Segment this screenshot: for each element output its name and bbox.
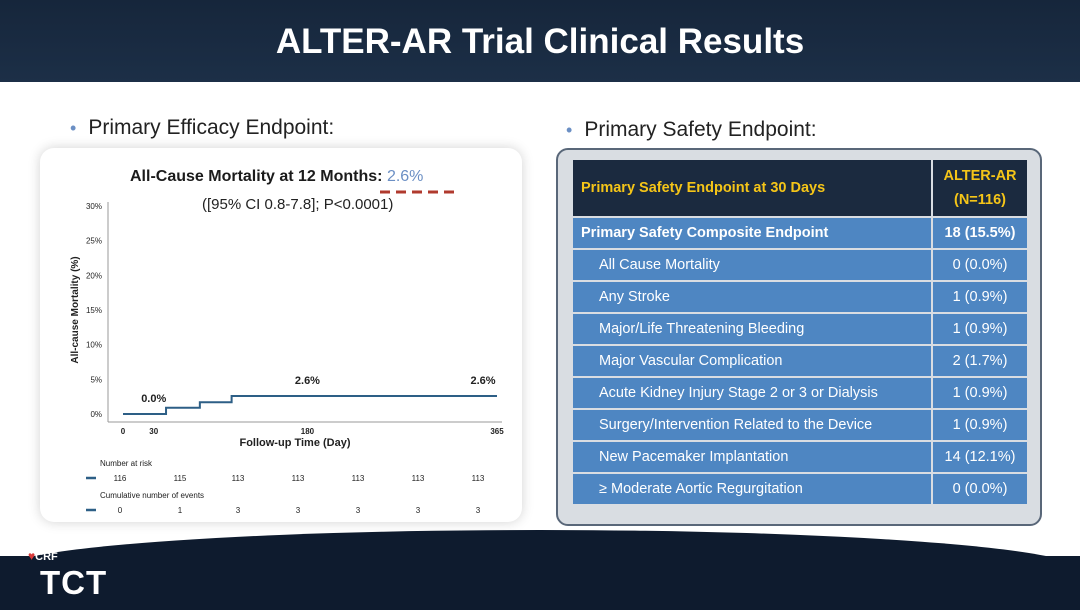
x-tick-label: 0 (121, 427, 126, 436)
x-axis-label: Follow-up Time (Day) (239, 437, 350, 449)
table-header-column: ALTER-AR (N=116) (931, 160, 1027, 216)
y-tick-label: 15% (86, 306, 102, 315)
risk-value: 113 (232, 474, 245, 483)
data-label: 0.0% (141, 393, 166, 405)
table-row: Major Vascular Complication 2 (1.7%) (573, 346, 1027, 376)
events-value: 3 (356, 506, 361, 515)
y-tick-label: 30% (86, 202, 102, 211)
y-axis-label: All-cause Mortality (%) (70, 256, 81, 363)
row-label: New Pacemaker Implantation (573, 442, 931, 472)
risk-table-label: Number at risk (100, 459, 153, 468)
risk-value: 113 (352, 474, 365, 483)
slide-title: ALTER-AR Trial Clinical Results (275, 22, 805, 61)
row-value: 14 (12.1%) (931, 442, 1027, 472)
crf-logo-text: CRF (35, 551, 58, 563)
events-value: 3 (476, 506, 481, 515)
row-value: 1 (0.9%) (931, 282, 1027, 312)
efficacy-heading-text: Primary Efficacy Endpoint: (88, 116, 335, 139)
chart-title-colon: : (377, 168, 387, 185)
table-row: All Cause Mortality 0 (0.0%) (573, 250, 1027, 280)
risk-value: 116 (114, 474, 127, 483)
title-bar (0, 0, 1080, 82)
x-tick-label: 30 (149, 427, 158, 436)
composite-value: 18 (15.5%) (931, 218, 1027, 248)
table-header-col-line1: ALTER-AR (943, 168, 1017, 184)
table-row: ≥ Moderate Aortic Regurgitation 0 (0.0%) (573, 474, 1027, 504)
y-tick-label: 0% (90, 410, 102, 419)
tct-logo: TCT (40, 564, 108, 601)
chart-title: All-Cause Mortality at 12 Months: 2.6% (130, 168, 423, 186)
efficacy-chart-panel: All-Cause Mortality at 12 Months: 2.6% (… (40, 148, 522, 522)
table-row: Surgery/Intervention Related to the Devi… (573, 410, 1027, 440)
y-tick-label: 25% (86, 237, 102, 246)
events-value: 3 (236, 506, 241, 515)
row-value: 1 (0.9%) (931, 314, 1027, 344)
chart-confidence-interval: ([95% CI 0.8-7.8]; P<0.0001) (202, 196, 394, 213)
row-value: 0 (0.0%) (931, 474, 1027, 504)
data-label: 2.6% (470, 375, 495, 387)
row-label: Surgery/Intervention Related to the Devi… (573, 410, 931, 440)
table-header-row: Primary Safety Endpoint at 30 Days ALTER… (573, 160, 1027, 216)
heart-icon: ♥ (28, 549, 36, 563)
events-value: 3 (296, 506, 301, 515)
bullet-icon: • (566, 120, 573, 140)
events-value: 3 (416, 506, 421, 515)
risk-value: 113 (472, 474, 485, 483)
row-value: 0 (0.0%) (931, 250, 1027, 280)
y-tick-label: 5% (90, 375, 102, 384)
km-curve (123, 394, 497, 415)
x-tick-label: 180 (301, 427, 315, 436)
table-header-col-line2: (N=116) (954, 192, 1006, 208)
y-tick-label: 20% (86, 271, 102, 280)
row-value: 1 (0.9%) (931, 378, 1027, 408)
safety-table-panel: Primary Safety Endpoint at 30 Days ALTER… (556, 148, 1042, 526)
y-tick-label: 10% (86, 341, 102, 350)
table-row: Any Stroke 1 (0.9%) (573, 282, 1027, 312)
bullet-icon: • (70, 118, 77, 138)
safety-table: Primary Safety Endpoint at 30 Days ALTER… (573, 158, 1027, 506)
row-value: 2 (1.7%) (931, 346, 1027, 376)
safety-heading: • Primary Safety Endpoint: (566, 118, 817, 142)
row-value: 1 (0.9%) (931, 410, 1027, 440)
risk-value: 113 (412, 474, 425, 483)
row-label: All Cause Mortality (573, 250, 931, 280)
chart-title-value: 2.6% (386, 168, 424, 185)
row-label: Major/Life Threatening Bleeding (573, 314, 931, 344)
table-row-composite: Primary Safety Composite Endpoint 18 (15… (573, 218, 1027, 248)
row-label: ≥ Moderate Aortic Regurgitation (573, 474, 931, 504)
row-label: Major Vascular Complication (573, 346, 931, 376)
risk-value: 115 (174, 474, 187, 483)
row-label: Acute Kidney Injury Stage 2 or 3 or Dial… (573, 378, 931, 408)
events-table-label: Cumulative number of events (100, 491, 204, 500)
efficacy-heading: • Primary Efficacy Endpoint: (70, 116, 334, 140)
table-row: New Pacemaker Implantation 14 (12.1%) (573, 442, 1027, 472)
events-value: 0 (118, 506, 123, 515)
table-row: Major/Life Threatening Bleeding 1 (0.9%) (573, 314, 1027, 344)
risk-value: 113 (292, 474, 305, 483)
events-value: 1 (178, 506, 183, 515)
row-label: Any Stroke (573, 282, 931, 312)
data-label: 2.6% (295, 375, 320, 387)
table-row: Acute Kidney Injury Stage 2 or 3 or Dial… (573, 378, 1027, 408)
chart-title-main: All-Cause Mortality at 12 Months (130, 168, 378, 185)
crf-logo: ♥CRF (28, 549, 58, 563)
composite-label: Primary Safety Composite Endpoint (573, 218, 931, 248)
table-header-label: Primary Safety Endpoint at 30 Days (573, 160, 931, 216)
x-tick-label: 365 (490, 427, 504, 436)
safety-heading-text: Primary Safety Endpoint: (584, 118, 817, 141)
footer-base (0, 556, 1080, 610)
